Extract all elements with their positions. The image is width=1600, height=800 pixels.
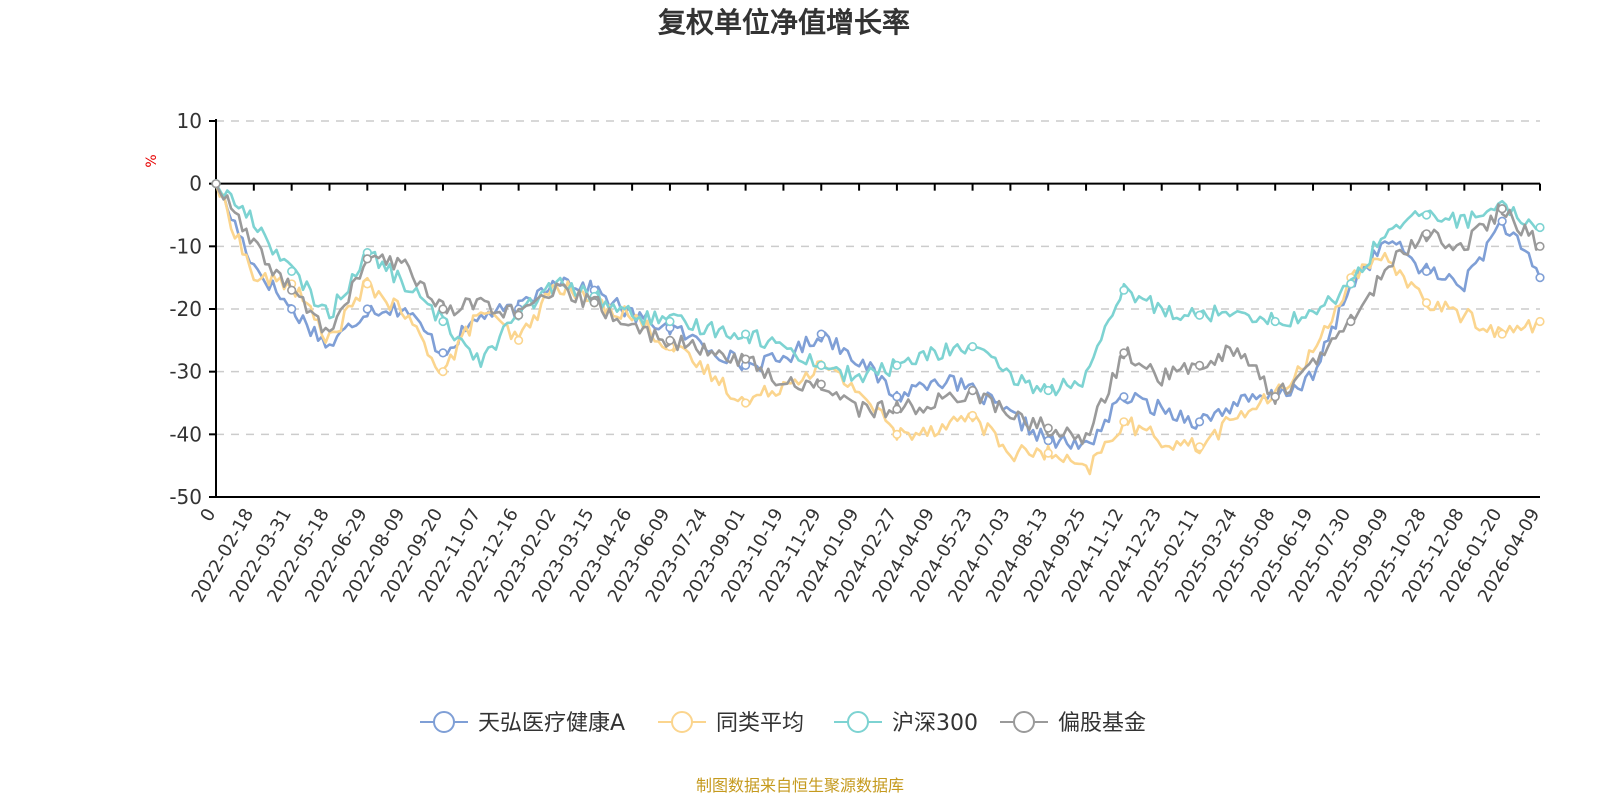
series-line-0 (214, 183, 1542, 450)
data-point (1194, 417, 1205, 427)
legend-circle-icon (1013, 711, 1035, 733)
data-point (1535, 222, 1545, 233)
data-point (665, 316, 675, 327)
data-point (1270, 316, 1280, 327)
y-tick-label: -40 (169, 422, 202, 446)
data-point (1535, 316, 1545, 327)
data-point (211, 179, 221, 189)
data-point (362, 304, 372, 314)
data-point (1119, 392, 1129, 402)
data-point (740, 398, 751, 408)
data-point (892, 360, 902, 371)
data-point (1119, 285, 1129, 295)
y-tick-label: 0 (189, 172, 202, 196)
data-point (287, 266, 297, 277)
data-point (438, 348, 448, 358)
legend-circle-icon (433, 711, 455, 733)
data-point (1119, 348, 1129, 358)
data-point (1043, 448, 1053, 458)
legend-item-2[interactable]: 沪深300 (834, 711, 978, 736)
legend-item-0[interactable]: 天弘医疗健康A (420, 711, 625, 736)
data-point (1043, 436, 1053, 446)
data-point (1497, 329, 1507, 339)
x-tick-labels: 02022-02-182022-03-312022-05-182022-06-2… (188, 505, 1545, 606)
data-point (1043, 423, 1053, 433)
y-tick-label: -20 (169, 297, 202, 321)
legend-item-3[interactable]: 偏股基金 (1000, 711, 1146, 736)
legend[interactable]: 天弘医疗健康A 同类平均 沪深300 偏股基金 (420, 711, 1146, 736)
legend-label: 偏股基金 (1058, 711, 1146, 736)
data-point (1421, 229, 1432, 239)
data-point (892, 429, 902, 439)
data-point (740, 329, 751, 339)
data-point (1346, 316, 1356, 327)
data-point (438, 304, 448, 314)
data-point (1535, 241, 1545, 251)
y-tick-label: -10 (169, 234, 202, 258)
data-point (514, 310, 524, 320)
data-point (967, 385, 978, 396)
x-tick-label: 0 (196, 505, 220, 525)
series-line-1 (214, 183, 1541, 476)
data-point (1421, 298, 1432, 308)
data-point (816, 329, 826, 339)
data-point (1497, 216, 1507, 226)
data-point (1497, 204, 1507, 214)
data-point (438, 367, 448, 377)
data-point (287, 285, 297, 295)
legend-label: 同类平均 (716, 711, 804, 736)
data-point (1043, 385, 1053, 396)
y-tick-label: -50 (169, 485, 202, 509)
data-point (665, 335, 675, 345)
chart-title: 复权单位净值增长率 (658, 6, 910, 39)
data-point (1346, 279, 1356, 289)
series-line-3 (214, 183, 1541, 446)
data-point (1270, 392, 1280, 402)
data-point (816, 379, 826, 389)
data-point (892, 404, 902, 414)
data-point (892, 392, 902, 402)
y-tick-labels: 10 0 -10 -20 -30 -40 -50 (169, 109, 202, 509)
data-point (514, 335, 524, 345)
data-point (1194, 442, 1205, 452)
data-point (1421, 266, 1432, 277)
data-point (967, 410, 978, 421)
source-note: 制图数据来自恒生聚源数据库 (696, 776, 904, 795)
data-point (740, 354, 751, 364)
series-line-2 (214, 183, 1541, 397)
data-point (967, 342, 978, 352)
data-point (1535, 273, 1545, 283)
data-point (589, 298, 599, 308)
data-point (816, 360, 826, 371)
data-point (1194, 310, 1205, 320)
data-point (1194, 360, 1205, 371)
grid-lines (216, 120, 1540, 436)
legend-circle-icon (671, 711, 693, 733)
y-axis-unit: % (144, 154, 160, 167)
data-point (1421, 210, 1432, 220)
series-lines (211, 179, 1545, 476)
data-point (438, 316, 448, 327)
y-tick-label: -30 (169, 360, 202, 384)
legend-item-1[interactable]: 同类平均 (658, 711, 804, 736)
data-point (362, 279, 372, 289)
data-point (287, 304, 297, 314)
data-point (362, 254, 372, 264)
data-point (1119, 417, 1129, 427)
legend-label: 天弘医疗健康A (478, 711, 625, 736)
y-tick-label: 10 (177, 109, 202, 133)
legend-label: 沪深300 (892, 711, 978, 736)
legend-circle-icon (847, 711, 869, 733)
